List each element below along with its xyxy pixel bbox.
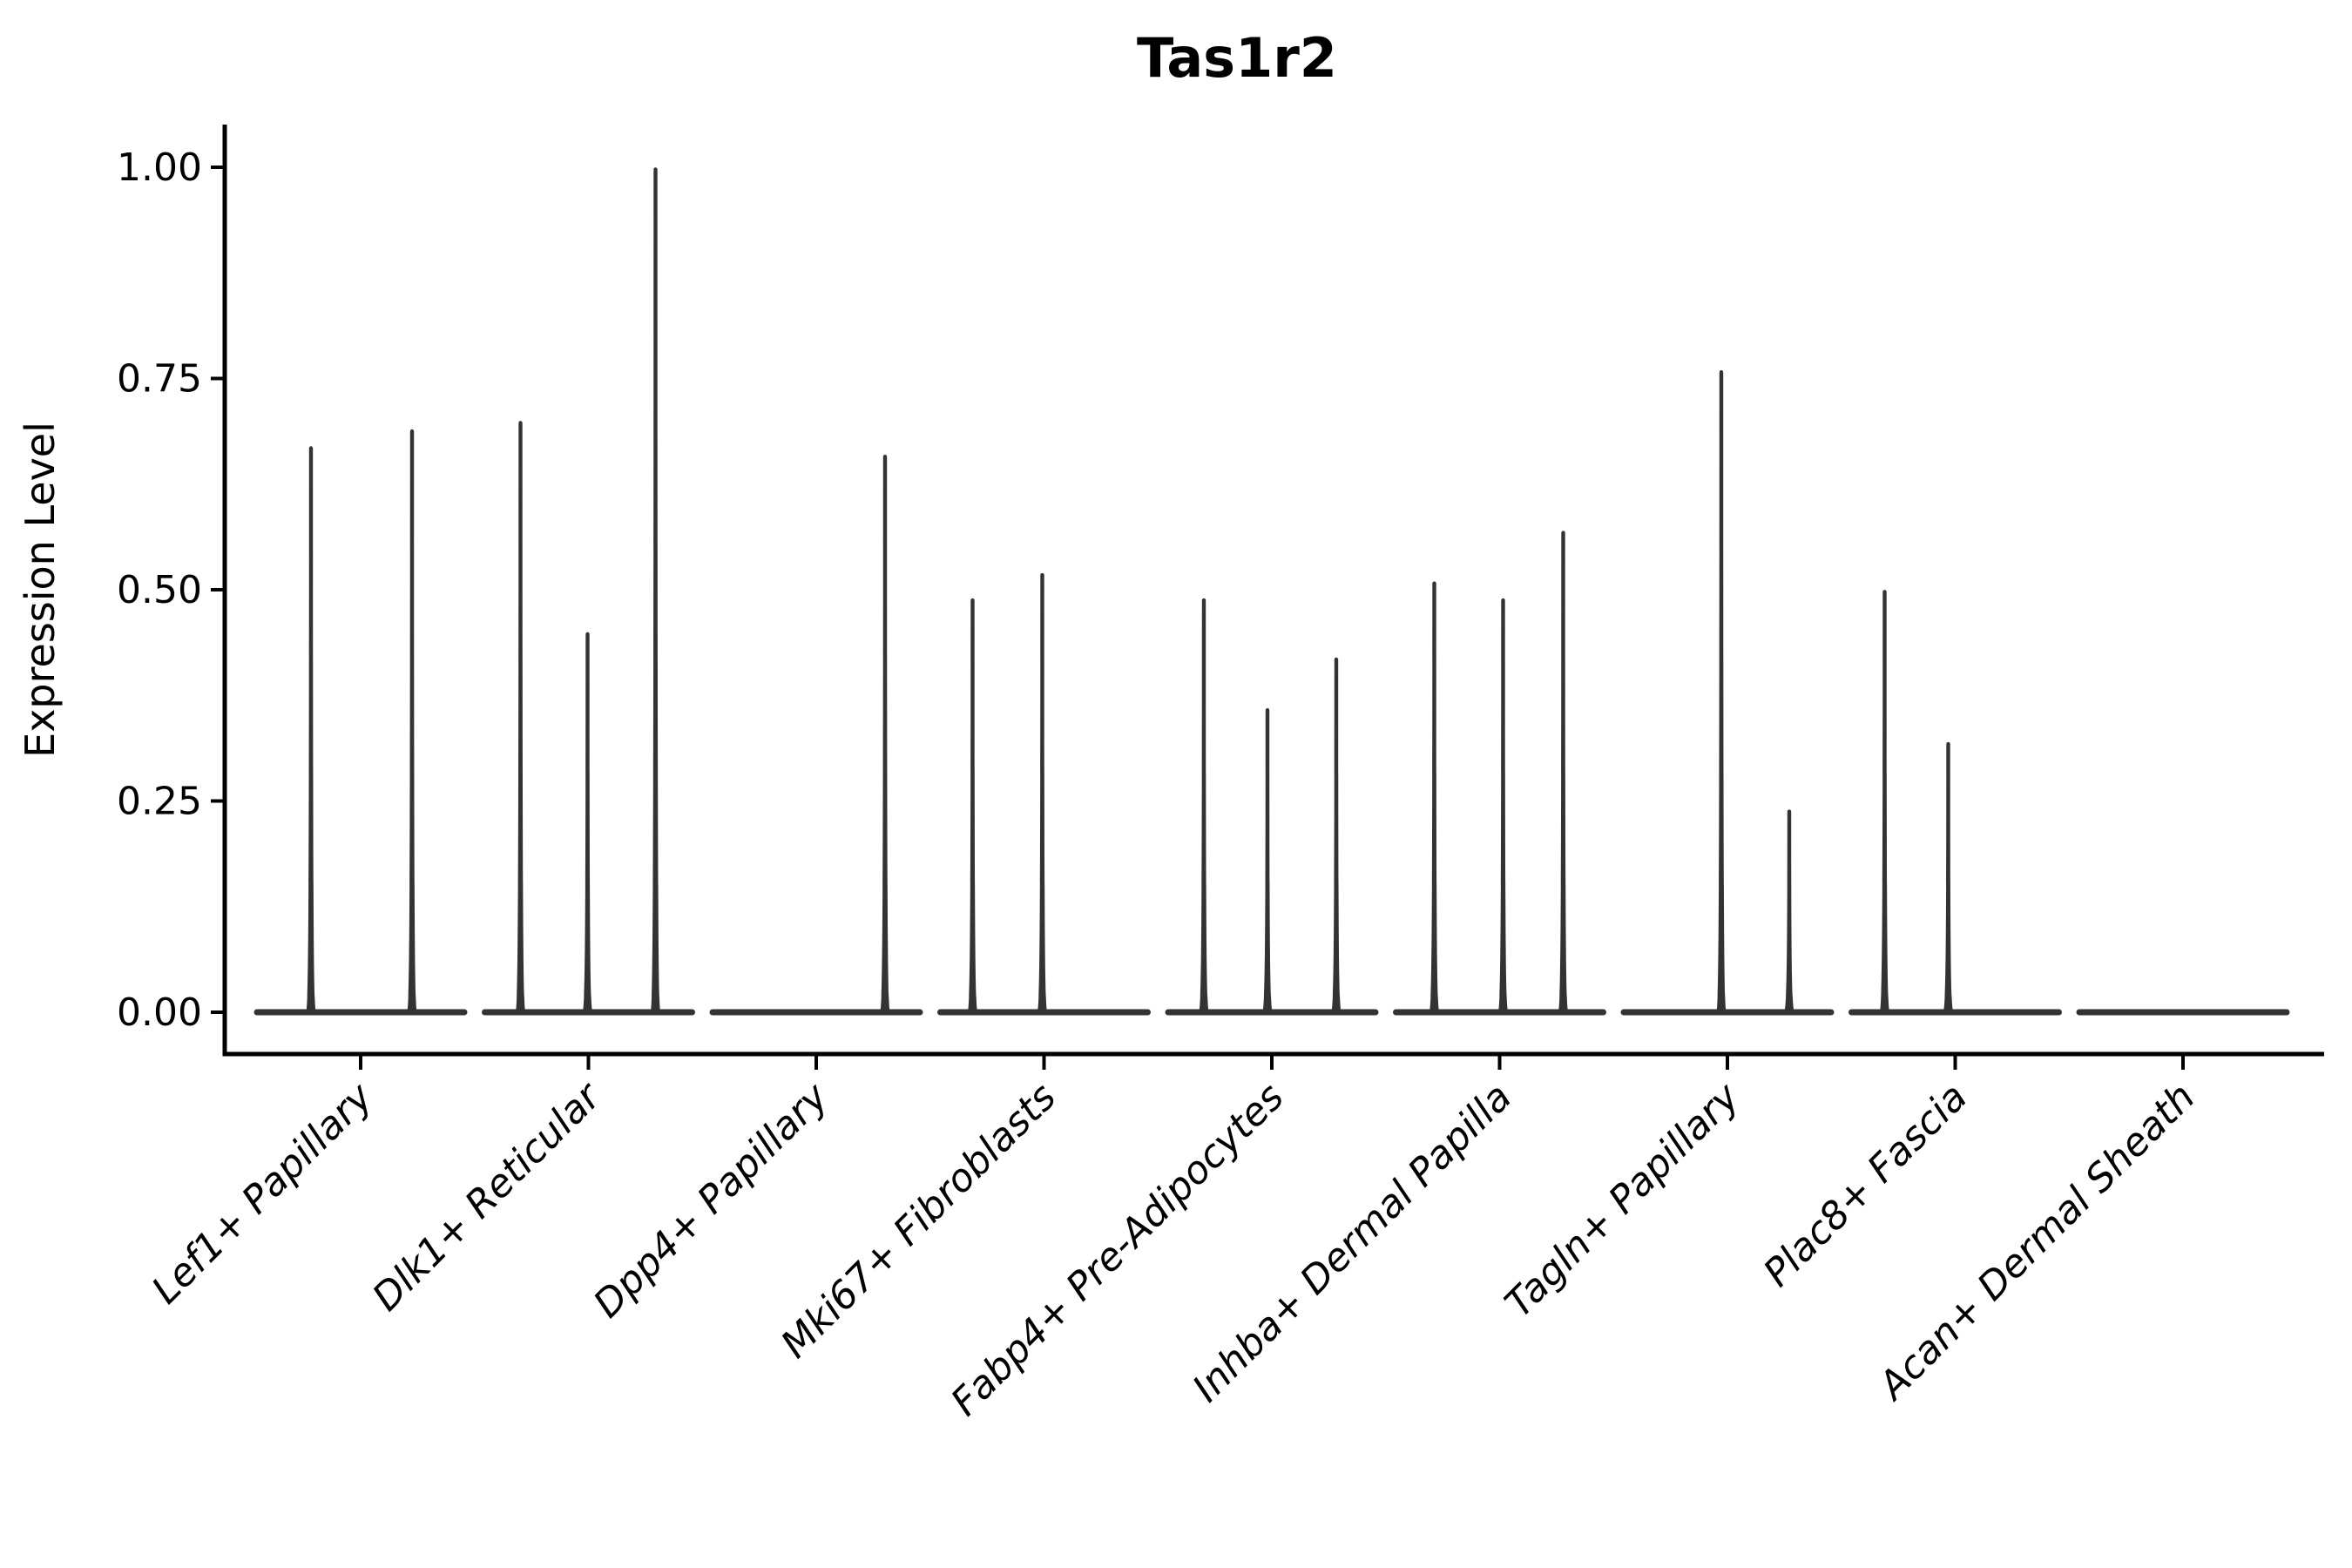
violin-spike <box>582 632 593 1014</box>
violin-group <box>482 167 695 1016</box>
y-axis-label: Expression Level <box>17 422 64 758</box>
violin-spike <box>1784 809 1794 1014</box>
violin-group <box>1165 598 1379 1016</box>
violin-spike <box>1716 370 1727 1014</box>
x-tick-label: Plac8+ Fascia <box>1755 1075 1976 1295</box>
y-tick-label: 0.75 <box>117 357 202 402</box>
violin-spike <box>1429 581 1440 1014</box>
violin-spike <box>1497 598 1509 1014</box>
violin-spike <box>515 421 526 1015</box>
chart-title: Tas1r2 <box>1137 26 1337 90</box>
violin-group <box>1393 531 1606 1016</box>
violin-group <box>1848 590 2062 1016</box>
x-tick-label: Tagln+ Papillary <box>1497 1074 1748 1326</box>
violin-spike <box>1037 572 1048 1014</box>
x-tick-label: Dpp4+ Papillary <box>585 1074 838 1327</box>
violin-spike <box>1558 531 1569 1014</box>
y-tick-label: 0.00 <box>117 990 202 1035</box>
violin-group <box>937 572 1151 1016</box>
violin-spike <box>1879 590 1890 1014</box>
violin-spike <box>1943 741 1954 1014</box>
violin-group <box>1620 370 1835 1016</box>
violin-spike <box>650 167 661 1015</box>
violin-spike <box>306 446 316 1014</box>
y-tick-label: 0.50 <box>117 568 202 612</box>
violin-spike <box>967 598 978 1014</box>
violin-group <box>709 455 923 1016</box>
y-tick-label: 0.25 <box>117 780 202 824</box>
x-tick-label: Lef1+ Papillary <box>144 1074 382 1313</box>
violin-spike <box>880 455 890 1014</box>
violin-group <box>253 429 468 1016</box>
violin-spike <box>1199 598 1209 1014</box>
violin-spike <box>1331 657 1342 1014</box>
x-tick-label: Dlk1+ Reticular <box>364 1073 611 1320</box>
y-tick-label: 1.00 <box>117 145 202 190</box>
violin-spike <box>407 429 417 1014</box>
violin-spike <box>1262 708 1273 1014</box>
